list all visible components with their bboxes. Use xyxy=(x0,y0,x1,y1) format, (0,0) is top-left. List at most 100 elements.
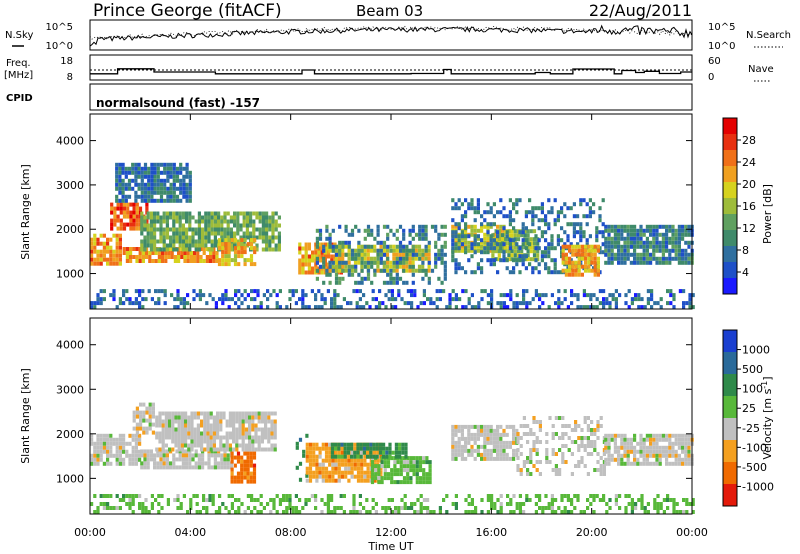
heatmap-cell xyxy=(187,427,191,432)
heatmap-cell xyxy=(419,494,423,498)
heatmap-cell xyxy=(185,170,189,175)
heatmap-cell xyxy=(598,301,602,306)
heatmap-cell xyxy=(382,268,387,273)
heatmap-cell xyxy=(228,447,232,452)
heatmap-cell xyxy=(274,235,278,240)
heatmap-cell xyxy=(435,289,439,294)
heatmap-cell xyxy=(532,464,536,468)
heatmap-cell xyxy=(454,432,458,437)
heatmap-cell xyxy=(576,305,580,310)
heatmap-cell xyxy=(649,437,653,442)
heatmap-cell xyxy=(184,415,188,420)
heatmap-cell xyxy=(149,457,153,462)
heatmap-cell xyxy=(190,447,194,452)
heatmap-cell xyxy=(121,194,125,199)
heatmap-cell xyxy=(321,458,325,463)
heatmap-cell xyxy=(537,226,541,231)
heatmap-cell xyxy=(207,453,211,458)
heatmap-cell xyxy=(593,244,597,249)
heatmap-cell xyxy=(366,224,371,229)
heatmap-cell xyxy=(391,450,395,455)
heatmap-cell xyxy=(177,247,181,251)
heatmap-cell xyxy=(557,297,561,302)
heatmap-cell xyxy=(470,206,474,211)
heatmap-cell xyxy=(173,255,177,259)
heatmap-cell xyxy=(159,186,164,191)
heatmap-cell xyxy=(457,266,461,271)
heatmap-cell xyxy=(451,436,455,441)
heatmap-cell xyxy=(125,247,129,251)
heatmap-cell xyxy=(662,498,666,502)
heatmap-cell xyxy=(185,243,189,248)
heatmap-cell xyxy=(582,214,586,219)
heatmap-cell xyxy=(318,470,322,475)
heatmap-cell xyxy=(331,462,335,467)
heatmap-cell xyxy=(177,447,181,452)
heatmap-cell xyxy=(681,236,685,241)
heatmap-cell xyxy=(328,478,332,483)
heatmap-cell xyxy=(255,235,259,240)
heatmap-cell xyxy=(672,498,676,502)
heatmap-cell xyxy=(135,426,139,431)
heatmap-cell xyxy=(640,498,644,502)
heatmap-cell xyxy=(671,224,675,229)
heatmap-cell xyxy=(577,260,581,265)
heatmap-cell xyxy=(191,235,195,240)
heatmap-cell xyxy=(209,443,213,448)
heatmap-cell xyxy=(115,241,119,246)
heatmap-cell xyxy=(168,427,172,432)
heatmap-cell xyxy=(550,510,554,514)
heatmap-cell xyxy=(681,433,685,438)
heatmap-cell xyxy=(312,462,316,467)
heatmap-cell xyxy=(249,451,253,456)
heatmap-cell xyxy=(677,232,681,237)
heatmap-cell xyxy=(233,254,238,259)
noise-left-tick-bottom: 10^0 xyxy=(46,41,73,52)
heatmap-cell xyxy=(218,510,222,514)
heatmap-cell xyxy=(239,223,243,228)
heatmap-cell xyxy=(320,270,324,275)
heatmap-cell xyxy=(645,256,649,261)
heatmap-cell xyxy=(656,494,660,498)
heatmap-cell xyxy=(102,241,106,246)
heatmap-cell xyxy=(611,293,615,298)
heatmap-cell xyxy=(687,224,691,229)
heatmap-cell xyxy=(96,461,100,466)
heatmap-cell xyxy=(128,301,132,306)
heatmap-cell xyxy=(249,215,253,220)
heatmap-cell xyxy=(337,478,341,483)
heatmap-cell xyxy=(574,464,578,468)
heatmap-cell xyxy=(271,211,275,216)
heatmap-cell xyxy=(558,468,562,472)
heatmap-cell xyxy=(213,227,217,232)
heatmap-cell xyxy=(121,190,125,195)
heatmap-cell xyxy=(112,441,116,446)
heatmap-cell xyxy=(140,170,144,175)
heatmap-cell xyxy=(282,498,286,502)
heatmap-cell xyxy=(196,259,200,263)
heatmap-cell xyxy=(325,224,329,229)
heatmap-cell xyxy=(684,240,688,245)
heatmap-cell xyxy=(607,445,611,450)
heatmap-cell xyxy=(109,249,113,254)
heatmap-cell xyxy=(153,223,157,228)
heatmap-cell xyxy=(241,411,245,416)
heatmap-cell xyxy=(196,415,200,420)
heatmap-cell xyxy=(467,432,471,437)
heatmap-cell xyxy=(350,248,355,253)
heatmap-cell xyxy=(499,444,503,449)
heatmap-cell xyxy=(140,194,144,199)
heatmap-cell xyxy=(486,494,490,498)
heatmap-cell xyxy=(589,293,593,298)
heatmap-cell xyxy=(153,198,157,203)
heatmap-cell xyxy=(153,182,157,187)
heatmap-cell xyxy=(311,258,315,263)
heatmap-cell xyxy=(534,206,538,211)
heatmap-cell xyxy=(531,218,535,223)
heatmap-cell xyxy=(596,452,600,456)
heatmap-cell xyxy=(140,178,144,183)
heatmap-cell xyxy=(614,502,618,506)
heatmap-cell xyxy=(182,297,186,302)
heatmap-cell xyxy=(328,244,332,249)
